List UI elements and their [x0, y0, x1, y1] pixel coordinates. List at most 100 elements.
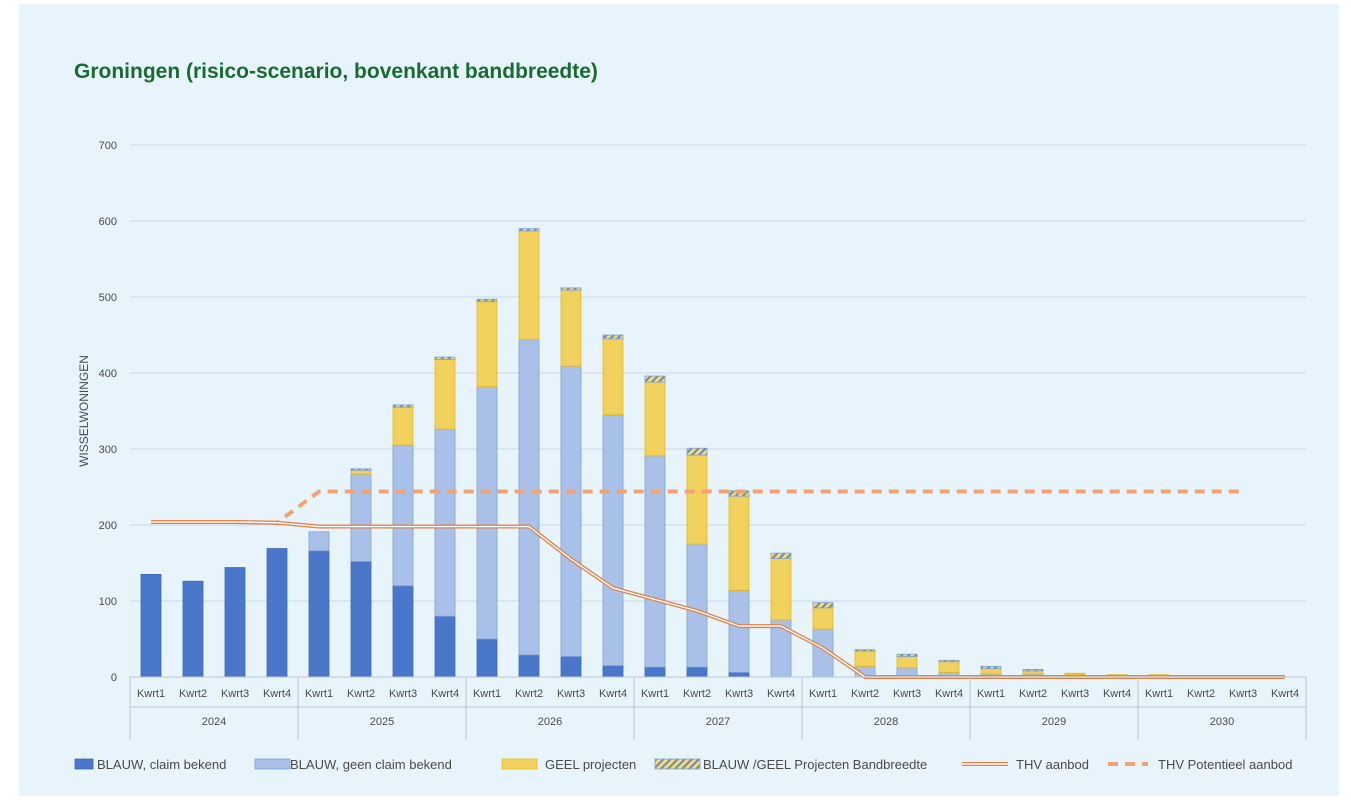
legend-swatch [654, 758, 701, 770]
bar-geel [770, 558, 792, 621]
bar-claim [308, 550, 330, 678]
x-tick-label: Kwrt4 [599, 688, 627, 700]
y-axis: 0 100 200 300 400 500 600 700 [99, 140, 117, 684]
bar-geen-claim [476, 386, 498, 640]
x-tick-label: Kwrt4 [263, 688, 291, 700]
legend-label: THV aanbod [1016, 757, 1089, 772]
bar-claim [350, 561, 372, 678]
x-tick-label: Kwrt4 [1271, 688, 1299, 700]
x-tick-label: Kwrt1 [641, 688, 669, 700]
bar-geel [392, 406, 414, 446]
bar-geel [602, 338, 624, 416]
thv-potentieel-line [151, 489, 1243, 525]
bar-claim [392, 585, 414, 678]
x-tick-label: Kwrt3 [389, 688, 417, 700]
bar-geel [476, 301, 498, 388]
y-tick-label: 600 [99, 216, 117, 228]
legend-swatch [501, 758, 538, 770]
bar-geen-claim [602, 414, 624, 666]
x-group-label: 2028 [874, 716, 898, 728]
x-group-label: 2027 [706, 716, 730, 728]
x-tick-label: Kwrt4 [431, 688, 459, 700]
bar-bandbreedte [518, 228, 540, 232]
x-tick-label: Kwrt1 [1145, 688, 1173, 700]
bar-bandbreedte [1022, 669, 1044, 672]
y-tick-label: 100 [99, 596, 117, 608]
bar-claim [644, 666, 666, 678]
bar-bandbreedte [812, 602, 834, 609]
y-tick-label: 200 [99, 520, 117, 532]
bar-claim [476, 638, 498, 678]
x-axis: Kwrt1 Kwrt2 Kwrt3 Kwrt4 Kwrt1 Kwrt2 Kwrt3 Kwrt4… [129, 676, 1307, 740]
y-tick-label: 300 [99, 444, 117, 456]
bar-bandbreedte [476, 298, 498, 302]
x-tick-label: Kwrt2 [347, 688, 375, 700]
legend-item: BLAUW, claim bekend [74, 757, 226, 772]
bar-bandbreedte [896, 653, 918, 657]
bar-geel [938, 661, 960, 673]
legend-label: THV Potentieel aanbod [1158, 757, 1292, 772]
legend-item: THV Potentieel aanbod [1108, 757, 1292, 772]
bar-claim [560, 656, 582, 678]
bar-bandbreedte [392, 404, 414, 408]
x-tick-label: Kwrt3 [893, 688, 921, 700]
bar-claim [434, 615, 456, 678]
legend-label: BLAUW, geen claim bekend [290, 757, 452, 772]
bar-geel [896, 656, 918, 669]
bar-geen-claim [518, 339, 540, 656]
bar-geen-claim [560, 365, 582, 657]
bar-geen-claim [308, 531, 330, 552]
bar-bandbreedte [644, 375, 666, 383]
legend-item: BLAUW /GEEL Projecten Bandbreedte [654, 757, 927, 772]
bar-geel [812, 607, 834, 630]
bar-claim [266, 548, 288, 678]
x-tick-label: Kwrt1 [977, 688, 1005, 700]
legend-item: BLAUW, geen claim bekend [254, 757, 452, 772]
x-tick-label: Kwrt3 [725, 688, 753, 700]
x-tick-label: Kwrt3 [1229, 688, 1257, 700]
bar-geen-claim [434, 428, 456, 617]
x-tick-label: Kwrt4 [767, 688, 795, 700]
x-tick-label: Kwrt1 [473, 688, 501, 700]
bar-bandbreedte [686, 447, 708, 456]
x-tick-label: Kwrt3 [221, 688, 249, 700]
bar-claim [182, 580, 204, 678]
bar-geel [560, 289, 582, 367]
bar-geen-claim [644, 455, 666, 668]
bar-geel [434, 358, 456, 430]
x-tick-label: Kwrt3 [1061, 688, 1089, 700]
bar-claim [686, 666, 708, 678]
bar-bandbreedte [770, 552, 792, 559]
gridlines [130, 144, 1306, 678]
x-tick-label: Kwrt1 [137, 688, 165, 700]
chart-title: Groningen (risico-scenario, bovenkant ba… [74, 60, 598, 83]
legend-item: GEEL projecten [501, 757, 636, 772]
x-tick-label: Kwrt2 [515, 688, 543, 700]
legend-swatch [254, 758, 291, 770]
x-tick-label: Kwrt1 [809, 688, 837, 700]
bar-bandbreedte [980, 665, 1002, 670]
legend-label: BLAUW, claim bekend [97, 757, 226, 772]
bar-bandbreedte [434, 356, 456, 360]
bar-geel [350, 469, 372, 475]
x-tick-label: Kwrt3 [557, 688, 585, 700]
bar-geen-claim [686, 543, 708, 668]
x-tick-label: Kwrt2 [179, 688, 207, 700]
legend-item: THV aanbod [962, 757, 1089, 772]
x-group-label: 2025 [370, 716, 394, 728]
bar-geel [518, 230, 540, 340]
bar-claim [602, 665, 624, 678]
bar-bandbreedte [854, 649, 876, 652]
x-tick-label: Kwrt2 [851, 688, 879, 700]
bar-claim [140, 574, 162, 678]
bar-claim [728, 672, 750, 678]
x-tick-label: Kwrt1 [305, 688, 333, 700]
y-tick-label: 400 [99, 368, 117, 380]
legend-label: GEEL projecten [545, 757, 636, 772]
legend-label: BLAUW /GEEL Projecten Bandbreedte [703, 757, 927, 772]
bar-claim [224, 567, 246, 678]
bar-geen-claim [350, 473, 372, 562]
y-tick-label: 0 [111, 672, 117, 684]
bar-geel [1022, 670, 1044, 675]
